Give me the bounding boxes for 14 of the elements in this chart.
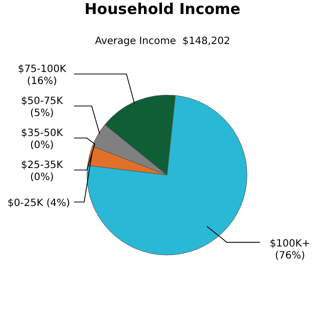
data-label: (5%) [30,108,54,119]
chart-subtitle: Average Income $148,202 [94,36,232,47]
pie-slice [86,95,248,256]
category-label: $25-35K [21,160,63,171]
text: (0%) [30,172,54,183]
slice-label: $100K+ [270,238,310,250]
slice-label: $0-25K (4%) [8,198,70,209]
data-label: (76%) [274,250,306,262]
slice-label: $50-75K [21,96,64,107]
slice-label: $75-100K [18,64,67,75]
data-label: (16%) [26,76,58,87]
text: (0%) [30,140,54,151]
category-label: $35-50K [21,128,63,139]
chart-title: Household Income [84,0,242,18]
